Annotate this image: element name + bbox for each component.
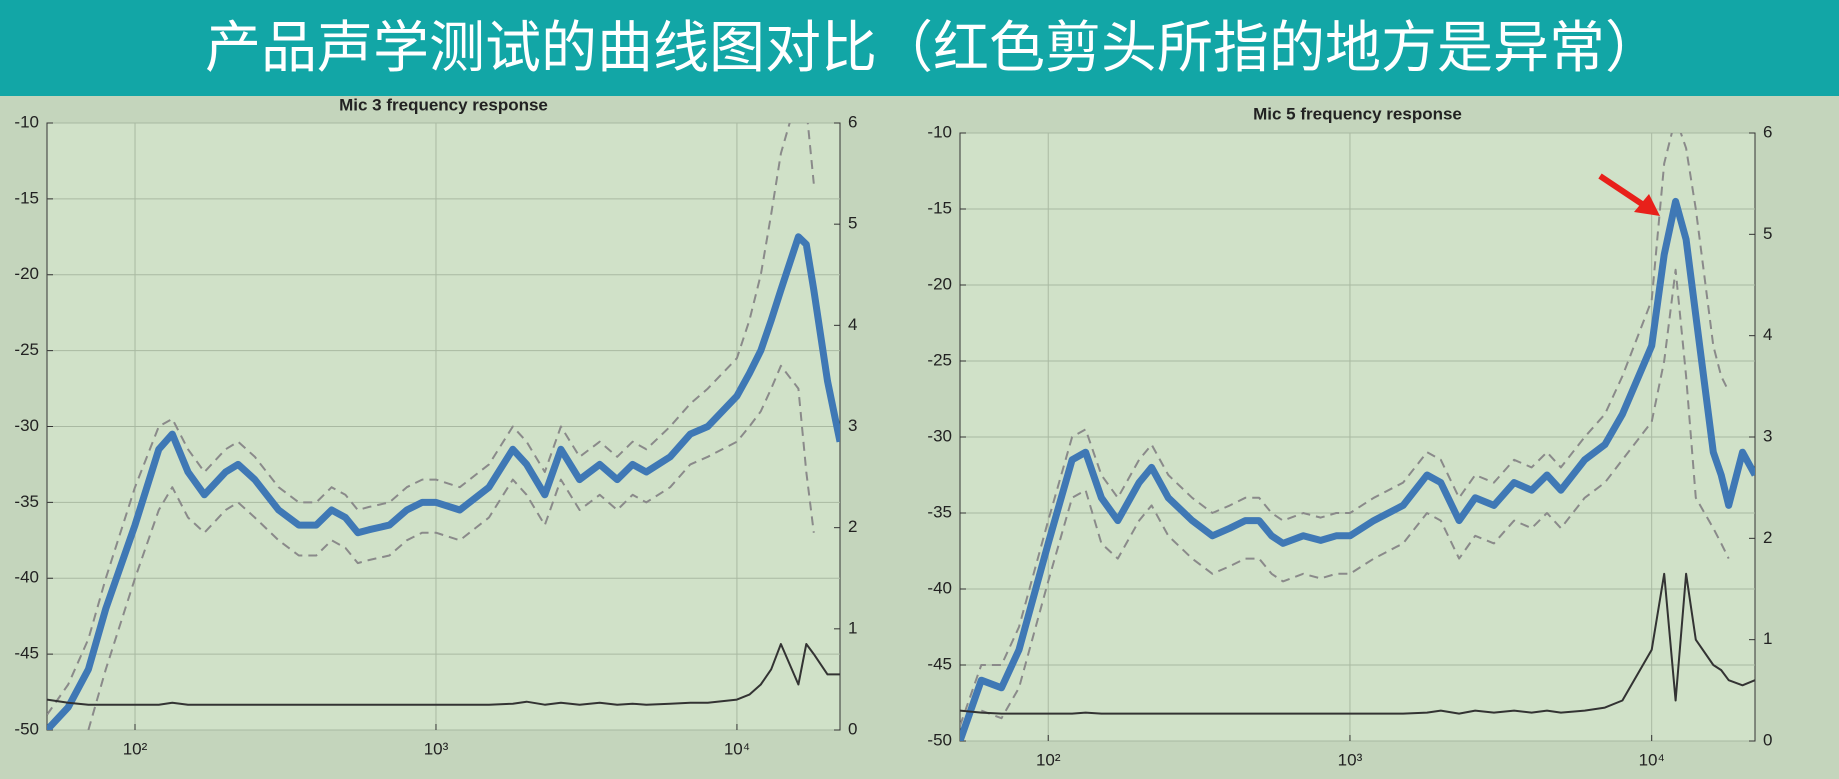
y-tick-label: -25 (927, 350, 952, 369)
y2-tick-label: 0 (1763, 730, 1772, 749)
chart: Mic 5 frequency response -50 -45 -40 -35 -30 -… (927, 104, 1772, 769)
y-tick-label: -40 (927, 578, 952, 597)
y-tick-label: -20 (927, 274, 952, 293)
y2-tick-label: 4 (848, 315, 857, 334)
y-tick-label: -20 (14, 264, 39, 283)
series-group (47, 123, 840, 730)
slide-title: 产品声学测试的曲线图对比（红色剪头所指的地方是异常） (205, 16, 1661, 81)
charts: Mic 3 frequency response -50 -45 -40 -35 -30 -… (14, 95, 1772, 769)
response-curve (960, 197, 1755, 741)
y-tick-label: -45 (14, 644, 39, 663)
y2-tick-label: 5 (1763, 224, 1772, 243)
y2-tick-label: 2 (848, 517, 857, 536)
y2-tick-label: 1 (848, 618, 857, 637)
x-tick-label: 10² (1036, 750, 1061, 769)
chart-title: Mic 3 frequency response (339, 95, 548, 114)
x-tick-label: 10³ (1338, 750, 1363, 769)
y-tick-label: -45 (927, 654, 952, 673)
deviation-curve (960, 572, 1755, 715)
header-band (0, 0, 1839, 96)
y-tick-label: -35 (927, 502, 952, 521)
response-curve (47, 233, 840, 730)
y-tick-label: -50 (14, 719, 39, 738)
arrow-head (1634, 194, 1660, 216)
y2-tick-label: 3 (1763, 426, 1772, 445)
x-tick-label: 10² (123, 739, 148, 758)
y-tick-label: -40 (14, 568, 39, 587)
y2-tick-label: 6 (1763, 122, 1772, 141)
y-tick-label: -10 (14, 112, 39, 131)
y-tick-label: -10 (927, 122, 952, 141)
y2-tick-label: 1 (1763, 629, 1772, 648)
limit-curve (47, 123, 815, 716)
y-tick-label: -50 (927, 730, 952, 749)
y-tick-label: -30 (14, 416, 39, 435)
deviation-curve (47, 643, 840, 706)
limit-curve (980, 268, 1730, 720)
y2-tick-label: 2 (1763, 528, 1772, 547)
limit-curve (87, 364, 815, 730)
y-tick-label: -15 (927, 198, 952, 217)
x-tick-label: 10⁴ (1639, 750, 1665, 769)
arrow-shaft (1598, 173, 1647, 209)
y2-tick-label: 3 (848, 416, 857, 435)
y2-tick-label: 5 (848, 214, 857, 233)
y-tick-label: -30 (927, 426, 952, 445)
annotation-arrow (1598, 173, 1660, 216)
series-group (960, 133, 1755, 741)
chart: Mic 3 frequency response -50 -45 -40 -35 -30 -… (14, 95, 857, 758)
x-tick-label: 10³ (424, 739, 449, 758)
y-tick-label: -25 (14, 340, 39, 359)
y2-tick-label: 6 (848, 112, 857, 131)
x-tick-label: 10⁴ (724, 739, 750, 758)
y2-tick-label: 4 (1763, 325, 1772, 344)
limit-curve (960, 133, 1730, 727)
y-tick-label: -35 (14, 492, 39, 511)
y2-tick-label: 0 (848, 719, 857, 738)
chart-title: Mic 5 frequency response (1253, 104, 1462, 123)
y-tick-label: -15 (14, 188, 39, 207)
